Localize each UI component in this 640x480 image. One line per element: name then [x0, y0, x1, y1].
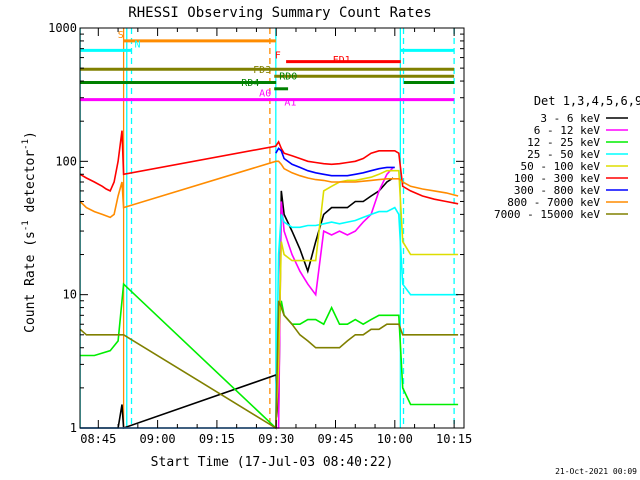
series-line	[79, 300, 459, 430]
series-lines	[79, 130, 459, 430]
y-tick-label: 1	[70, 421, 77, 435]
flag-label: FD1	[333, 55, 351, 66]
flag-label: FD3	[253, 65, 271, 76]
chart-title: RHESSI Observing Summary Count Rates	[128, 5, 431, 21]
series-line	[80, 206, 459, 429]
series-line	[275, 147, 395, 177]
x-axis-ticks: 08:45 09:00 09:15 09:30 09:45 10:00 10:15	[80, 28, 472, 446]
legend-entry-label: 300 - 800 keV	[514, 184, 600, 197]
legend-entry-label: 7000 - 15000 keV	[494, 208, 600, 221]
flag-label: A0	[259, 89, 271, 100]
x-axis-label: Start Time (17-Jul-03 08:40:22)	[151, 455, 394, 470]
legend-entry-label: 6 - 12 keV	[534, 124, 601, 137]
x-tick-label: 08:45	[80, 432, 116, 446]
flag-label: A1	[284, 97, 296, 108]
x-tick-label: 10:15	[436, 432, 472, 446]
flag-label: S	[118, 30, 124, 41]
legend-entry-label: 12 - 25 keV	[527, 136, 600, 149]
legend-entry-label: 50 - 100 keV	[521, 160, 601, 173]
legend-entry-label: 3 - 6 keV	[540, 112, 600, 125]
series-line	[79, 160, 459, 219]
legend-entry-label: 800 - 7000 keV	[507, 196, 600, 209]
x-tick-label: 09:15	[199, 432, 235, 446]
y-axis-label: Count Rate (s-1 detector-1)	[21, 131, 38, 333]
x-tick-label: 09:00	[140, 432, 176, 446]
x-tick-label: 10:00	[377, 432, 413, 446]
plot-frame	[79, 27, 465, 429]
y-tick-label: 100	[55, 154, 77, 168]
y-axis-ticks: 1 10 100 1000	[48, 21, 464, 435]
timestamp: 21-Oct-2021 00:09	[555, 467, 637, 476]
y-tick-label: 10	[63, 288, 77, 302]
series-line	[80, 282, 459, 430]
flag-label: N	[135, 39, 141, 50]
x-tick-label: 09:30	[258, 432, 294, 446]
series-line	[275, 169, 459, 429]
legend-title: Det 1,3,4,5,6,9	[534, 94, 640, 108]
legend-entry-label: 25 - 50 keV	[527, 148, 600, 161]
y-tick-label: 1000	[48, 21, 77, 35]
plot-area	[79, 28, 455, 428]
legend-entry-label: 100 - 300 keV	[514, 172, 600, 185]
x-tick-label: 09:45	[317, 432, 353, 446]
flag-label: RD4	[241, 78, 259, 89]
series-line	[79, 130, 459, 205]
flag-label: RD0	[279, 72, 297, 83]
flag-label: F	[275, 51, 281, 62]
